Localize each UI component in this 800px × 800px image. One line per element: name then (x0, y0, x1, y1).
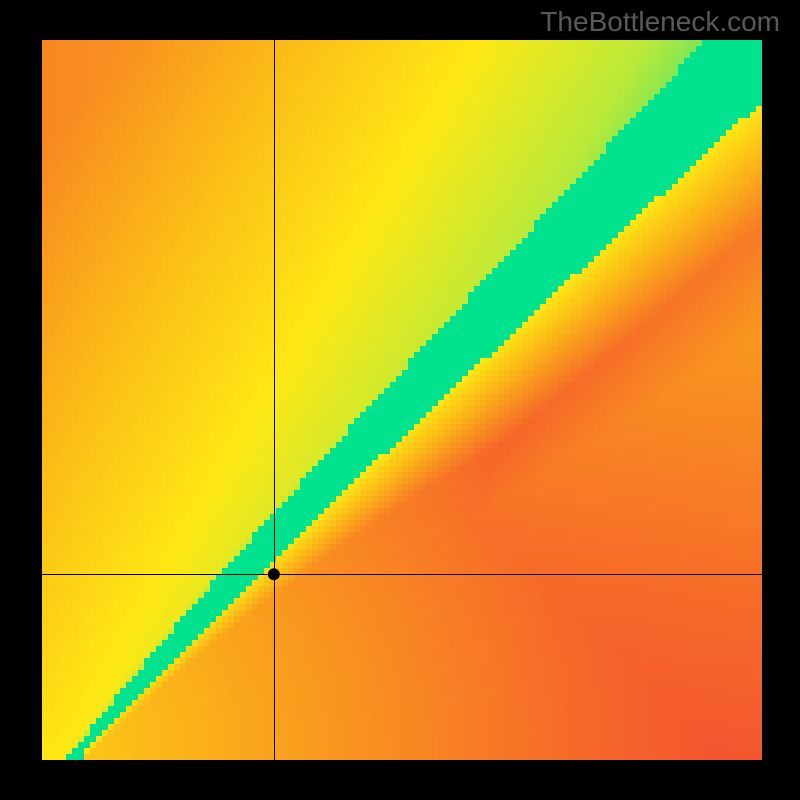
heatmap-canvas (42, 40, 762, 760)
page-root: TheBottleneck.com (0, 0, 800, 800)
watermark-text: TheBottleneck.com (540, 6, 780, 38)
heatmap-frame (42, 40, 762, 760)
